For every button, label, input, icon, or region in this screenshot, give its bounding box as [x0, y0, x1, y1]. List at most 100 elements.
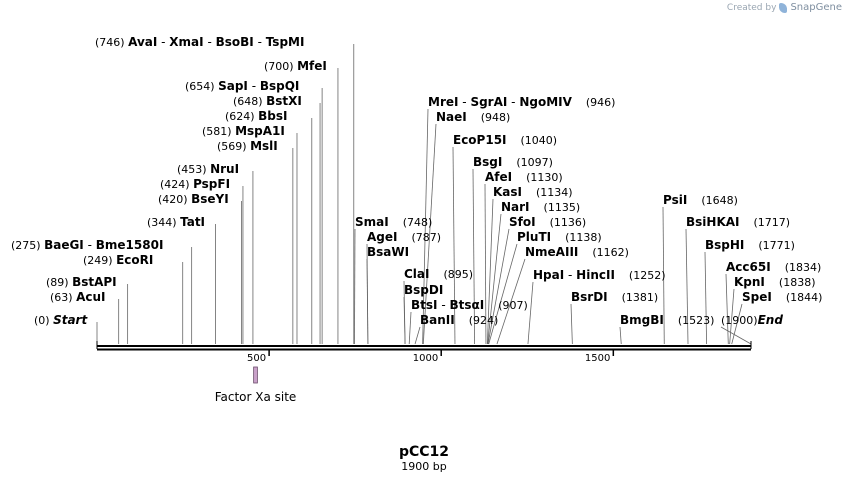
site-position: (1252) [629, 269, 666, 282]
enzyme-name: BbsI [258, 109, 287, 123]
credit-prefix: Created by [726, 2, 777, 13]
site-connector [414, 326, 421, 345]
enzyme-name: PsiI [663, 193, 687, 207]
enzyme-name: NgoMIV [519, 95, 572, 109]
site-label: SpeI (1844) [742, 290, 822, 304]
axis-tick-label: 500 [247, 353, 266, 364]
site-label: (746) AvaI - XmaI - BsoBI - TspMI [95, 35, 304, 49]
site-label: KpnI (1838) [734, 275, 815, 289]
site-connector [720, 326, 752, 345]
site-position: (1381) [622, 291, 659, 304]
enzyme-name: MspA1I [235, 124, 285, 138]
enzyme-separator: - [458, 95, 470, 109]
site-position: (0) [34, 314, 53, 327]
enzyme-name: AfeI [485, 170, 512, 184]
dna-backbone [96, 341, 752, 351]
site-label: Acc65I (1834) [726, 260, 821, 274]
site-label: (275) BaeGI - Bme1580I [11, 238, 163, 252]
site-position: (748) [403, 216, 433, 229]
site-connector [662, 206, 665, 345]
site-position: (89) [46, 276, 72, 289]
site-label: BanII (924) [420, 313, 498, 327]
site-position: (1097) [516, 156, 553, 169]
enzyme-name: NarI [501, 200, 530, 214]
snapgene-logo-icon [779, 2, 788, 13]
site-label: (648) BstXI [233, 94, 302, 108]
enzyme-name: SfoI [509, 215, 536, 229]
enzyme-name: BanII [420, 313, 455, 327]
site-label: BspHI (1771) [705, 238, 795, 252]
enzyme-name: MfeI [297, 59, 327, 73]
enzyme-name: ClaI [404, 267, 429, 281]
enzyme-name: BspHI [705, 238, 744, 252]
site-label: NarI (1135) [501, 200, 580, 214]
credit-brand: SnapGene [790, 2, 842, 13]
enzyme-name: BseYI [191, 192, 229, 206]
site-connector [408, 311, 412, 345]
site-position: (1834) [785, 261, 822, 274]
site-position: (746) [95, 36, 128, 49]
site-label: SmaI (748) [355, 215, 432, 229]
site-position: (1900) [721, 314, 758, 327]
enzyme-name: BsrDI [571, 290, 608, 304]
enzyme-name: BsaWI [367, 245, 409, 259]
enzyme-name: HincII [576, 268, 615, 282]
site-position: (1138) [565, 231, 602, 244]
site-position: (924) [469, 314, 499, 327]
site-connector [354, 228, 356, 345]
site-position: (624) [225, 110, 258, 123]
site-position: (1717) [754, 216, 791, 229]
enzyme-separator: - [84, 238, 96, 252]
enzyme-name: KpnI [734, 275, 765, 289]
site-label: (624) BbsI [225, 109, 287, 123]
site-label: BsiHKAI (1717) [686, 215, 790, 229]
site-connector [452, 146, 456, 345]
site-label: (569) MslI [217, 139, 278, 153]
site-position: (1844) [786, 291, 823, 304]
site-label: KasI (1134) [493, 185, 573, 199]
enzyme-name: PluTI [517, 230, 551, 244]
site-label: PsiI (1648) [663, 193, 738, 207]
site-label: NmeAIII (1162) [525, 245, 629, 259]
site-position: (948) [481, 111, 511, 124]
site-connector [422, 108, 429, 345]
site-position: (344) [147, 216, 180, 229]
enzyme-separator: - [507, 95, 519, 109]
site-label: BsaWI [367, 245, 409, 259]
site-position: (946) [586, 96, 616, 109]
site-connector [472, 168, 475, 345]
site-position: (1838) [779, 276, 816, 289]
site-label: (63) AcuI [50, 290, 106, 304]
enzyme-name: BstXI [266, 94, 302, 108]
site-label: (453) NruI [177, 162, 239, 176]
enzyme-name: TspMI [266, 35, 305, 49]
site-position: (700) [264, 60, 297, 73]
enzyme-name: BtsI [411, 298, 438, 312]
site-connector [731, 303, 743, 345]
enzyme-separator: - [564, 268, 576, 282]
site-connector [496, 258, 526, 345]
site-position: (648) [233, 95, 266, 108]
site-connector [725, 273, 729, 345]
site-position: (581) [202, 125, 235, 138]
enzyme-separator: - [248, 79, 260, 93]
site-label: ClaI (895) [404, 267, 473, 281]
site-connector [704, 251, 707, 345]
site-position: (453) [177, 163, 210, 176]
enzyme-name: NmeAIII [525, 245, 578, 259]
enzyme-name: BspDI [404, 283, 443, 297]
site-label: MreI - SgrAI - NgoMIV (946) [428, 95, 615, 109]
site-connectors [96, 44, 752, 345]
site-position: (654) [185, 80, 218, 93]
enzyme-name: EcoRI [116, 253, 153, 267]
site-label: BsgI (1097) [473, 155, 553, 169]
snapgene-credit: Created by SnapGene [727, 2, 842, 13]
enzyme-name: Bme1580I [96, 238, 164, 252]
site-connector [487, 228, 510, 345]
site-label: AfeI (1130) [485, 170, 563, 184]
site-label: BspDI [404, 283, 443, 297]
enzyme-name: AvaI [128, 35, 157, 49]
site-connector [422, 123, 437, 345]
site-position: (1136) [550, 216, 587, 229]
